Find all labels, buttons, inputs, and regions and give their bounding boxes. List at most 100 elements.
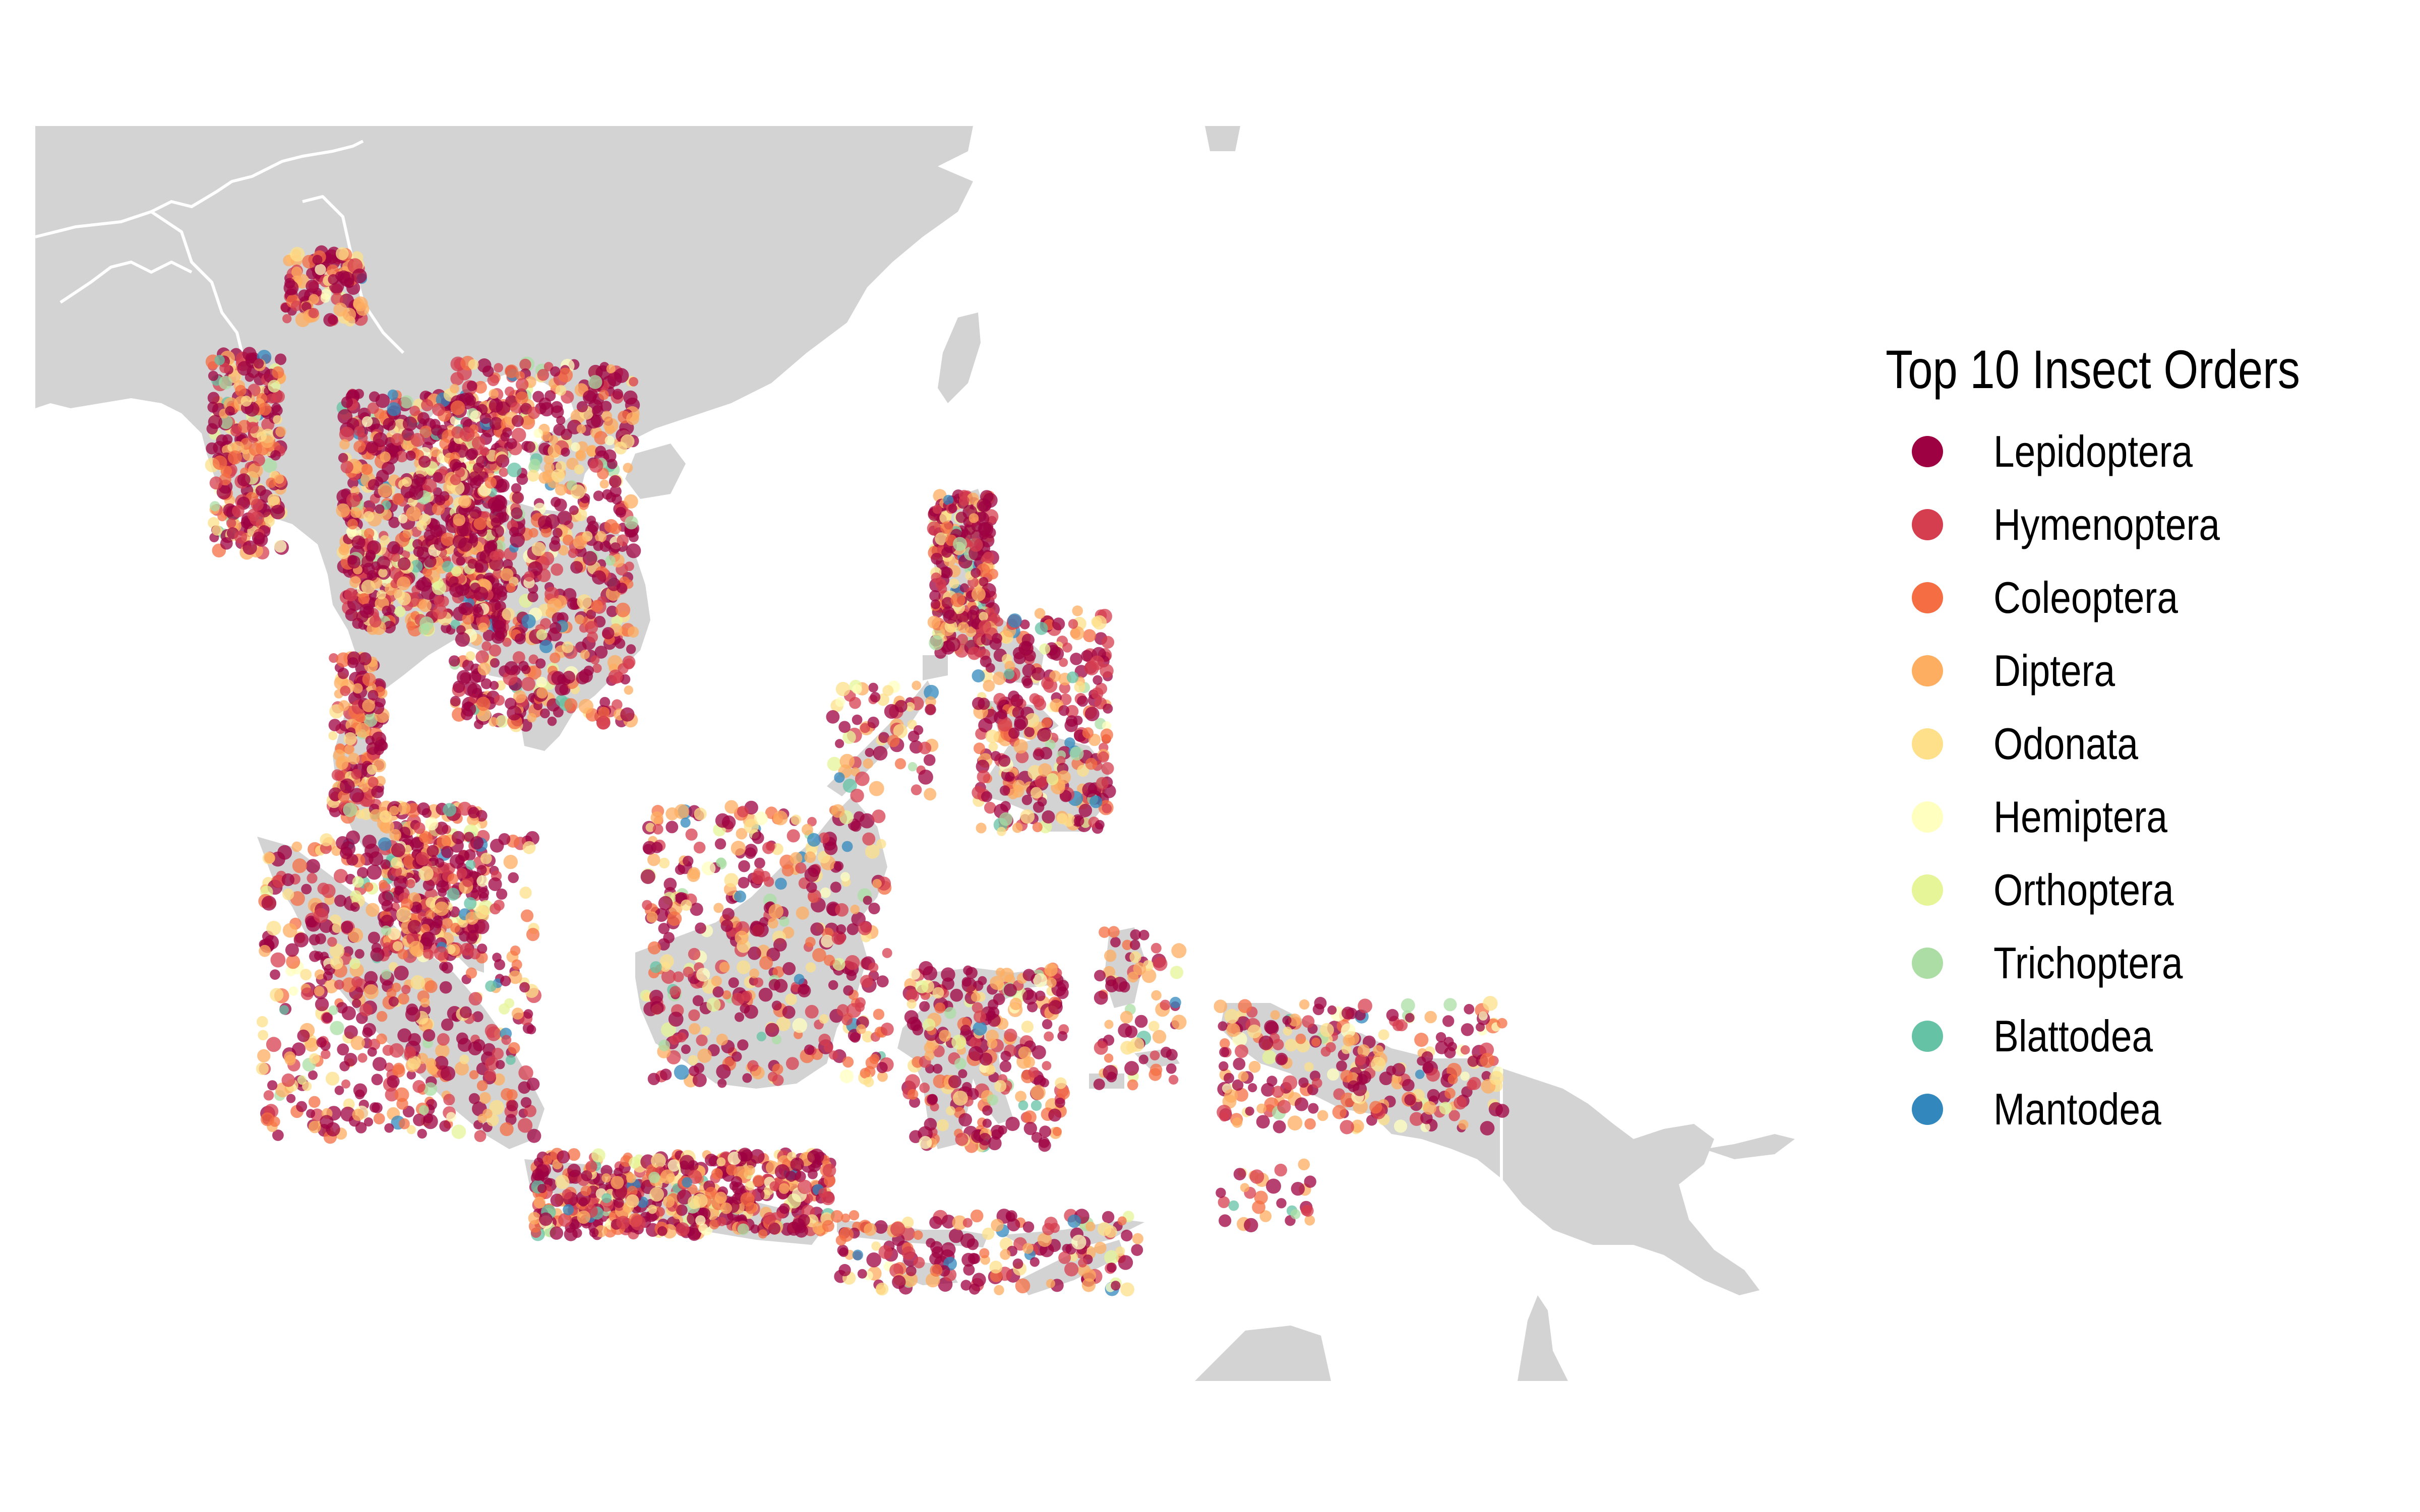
observation-point (734, 890, 746, 903)
observation-point (1044, 1031, 1054, 1042)
observation-point (361, 580, 376, 594)
observation-point (514, 633, 526, 645)
observation-point (1219, 1061, 1229, 1072)
observation-point (576, 424, 586, 434)
observation-point (404, 1046, 416, 1058)
observation-point (367, 570, 378, 581)
observation-point (435, 858, 445, 868)
observation-point (769, 1181, 779, 1191)
observation-point (449, 576, 459, 586)
observation-point (806, 962, 816, 973)
observation-point (1073, 715, 1083, 725)
observation-point (680, 817, 691, 828)
observation-point (412, 1080, 426, 1093)
observation-point (807, 1150, 820, 1163)
observation-point (982, 1105, 993, 1116)
observation-point (306, 859, 320, 873)
observation-point (382, 461, 395, 475)
observation-point (382, 605, 392, 616)
observation-point (523, 441, 536, 453)
observation-point (601, 1173, 611, 1183)
observation-point (716, 857, 727, 868)
observation-point (919, 1136, 932, 1149)
observation-point (841, 1213, 851, 1223)
observation-point (308, 1120, 321, 1133)
observation-point (1448, 1110, 1460, 1121)
observation-point (506, 438, 517, 449)
observation-point (594, 431, 608, 445)
observation-point (988, 1136, 1002, 1151)
observation-point (986, 1065, 996, 1075)
observation-point (339, 439, 350, 450)
observation-point (676, 1032, 687, 1043)
observation-point (337, 1043, 349, 1056)
observation-point (792, 1018, 807, 1033)
observation-point (1004, 1028, 1017, 1042)
observation-point (339, 426, 354, 442)
observation-point (535, 658, 546, 669)
observation-point (683, 966, 694, 978)
observation-point (905, 1074, 920, 1090)
observation-point (424, 555, 437, 568)
observation-point (673, 971, 684, 982)
observation-point (812, 1221, 825, 1234)
observation-point (446, 944, 456, 955)
observation-point (220, 537, 233, 550)
observation-point (269, 1116, 280, 1127)
observation-point (418, 866, 434, 881)
observation-point (992, 671, 1006, 685)
observation-point (519, 887, 532, 899)
observation-point (550, 366, 561, 377)
observation-point (433, 918, 443, 929)
observation-point (549, 540, 561, 552)
observation-point (470, 836, 484, 850)
observation-point (925, 696, 936, 708)
observation-point (1094, 1241, 1107, 1254)
observation-point (1264, 1020, 1279, 1034)
observation-point (557, 1150, 570, 1164)
observation-point (629, 377, 638, 387)
observation-point (971, 992, 981, 1002)
observation-point (1055, 1097, 1065, 1108)
observation-point (344, 744, 355, 755)
observation-point (1055, 1077, 1067, 1089)
observation-point (997, 717, 1012, 732)
observation-point (731, 992, 745, 1006)
observation-point (436, 453, 447, 463)
observation-point (925, 704, 936, 716)
observation-point (506, 1055, 516, 1065)
observation-point (894, 758, 906, 770)
observation-point (601, 1193, 612, 1204)
observation-point (697, 1048, 712, 1063)
observation-point (1077, 765, 1089, 777)
observation-point (1090, 795, 1103, 808)
observation-point (301, 884, 312, 895)
observation-point (344, 1025, 358, 1039)
observation-point (456, 524, 469, 537)
observation-point (988, 742, 998, 751)
observation-point (482, 1108, 493, 1119)
observation-point (1093, 1079, 1105, 1090)
observation-point (1405, 1013, 1415, 1023)
observation-point (270, 505, 285, 520)
observation-point (425, 1058, 437, 1069)
observation-point (340, 841, 356, 856)
observation-point (1273, 1120, 1286, 1133)
observation-point (1012, 780, 1025, 792)
observation-point (872, 878, 882, 889)
observation-point (1056, 986, 1069, 999)
observation-point (263, 1090, 274, 1101)
observation-point (931, 572, 942, 583)
observation-point (1369, 1101, 1382, 1114)
observation-point (623, 463, 633, 473)
observation-point (1100, 728, 1113, 741)
observation-point (1068, 1252, 1078, 1262)
observation-point (452, 680, 465, 693)
observation-point (1127, 1079, 1138, 1091)
observation-point (650, 961, 662, 973)
observation-point (936, 1119, 949, 1131)
observation-point (1151, 990, 1162, 1001)
observation-point (315, 264, 326, 275)
observation-point (484, 1069, 496, 1082)
observation-point (940, 521, 953, 534)
